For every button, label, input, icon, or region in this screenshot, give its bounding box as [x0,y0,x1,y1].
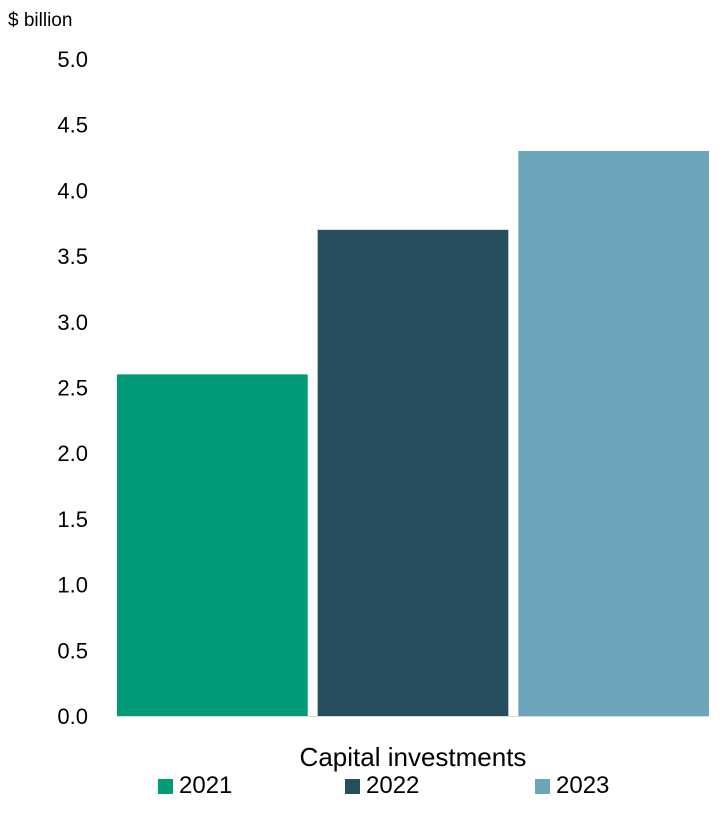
y-axis-ticks: 0.0 0.5 1.0 1.5 2.0 2.5 3.0 3.5 4.0 4.5 5.0 [57,47,88,729]
legend-item-2023: 2023 [535,772,609,800]
y-tick-label: 4.0 [57,178,88,203]
legend-swatch-2022 [345,778,360,794]
legend: 2021 2022 2023 [0,772,723,812]
category-label: Capital investments [300,742,527,772]
y-tick-label: 3.0 [57,310,88,335]
bar-2023 [518,150,709,717]
y-tick-label: 5.0 [57,47,88,72]
legend-label-2023: 2023 [556,772,610,799]
y-tick-label: 0.0 [57,704,88,729]
y-tick-label: 0.5 [57,638,88,663]
y-tick-label: 2.5 [57,376,88,401]
y-tick-label: 2.0 [57,441,88,466]
y-tick-label: 1.0 [57,573,88,598]
legend-label-2021: 2021 [179,772,233,799]
legend-item-2022: 2022 [345,772,419,800]
y-axis-title: $ billion [8,10,72,31]
legend-label-2022: 2022 [366,772,420,799]
legend-item-2021: 2021 [158,772,232,800]
y-tick-label: 4.5 [57,113,88,138]
bars [117,150,709,717]
bar-2021 [117,374,308,716]
y-tick-label: 1.5 [57,507,88,532]
y-tick-label: 3.5 [57,244,88,269]
legend-swatch-2023 [535,778,550,794]
legend-swatch-2021 [158,778,173,794]
bar-2022 [317,229,509,716]
